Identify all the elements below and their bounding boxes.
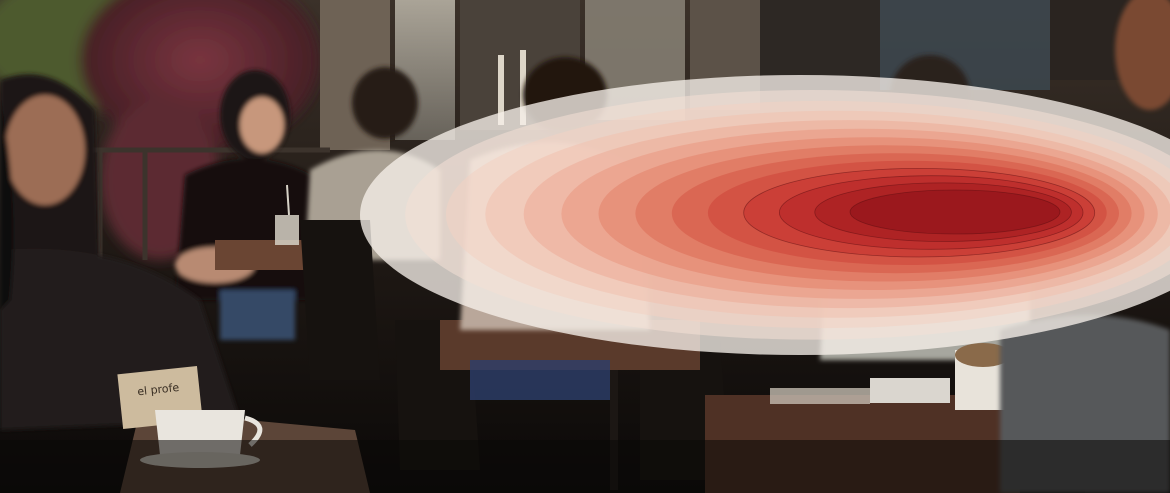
table-card-label: el profe: [137, 381, 180, 398]
heatmap-band: [849, 189, 1061, 235]
table-background: [215, 184, 310, 270]
attention-heatmap-overlay: [360, 75, 1170, 355]
railing: [90, 147, 330, 260]
vignette: [0, 440, 1170, 493]
